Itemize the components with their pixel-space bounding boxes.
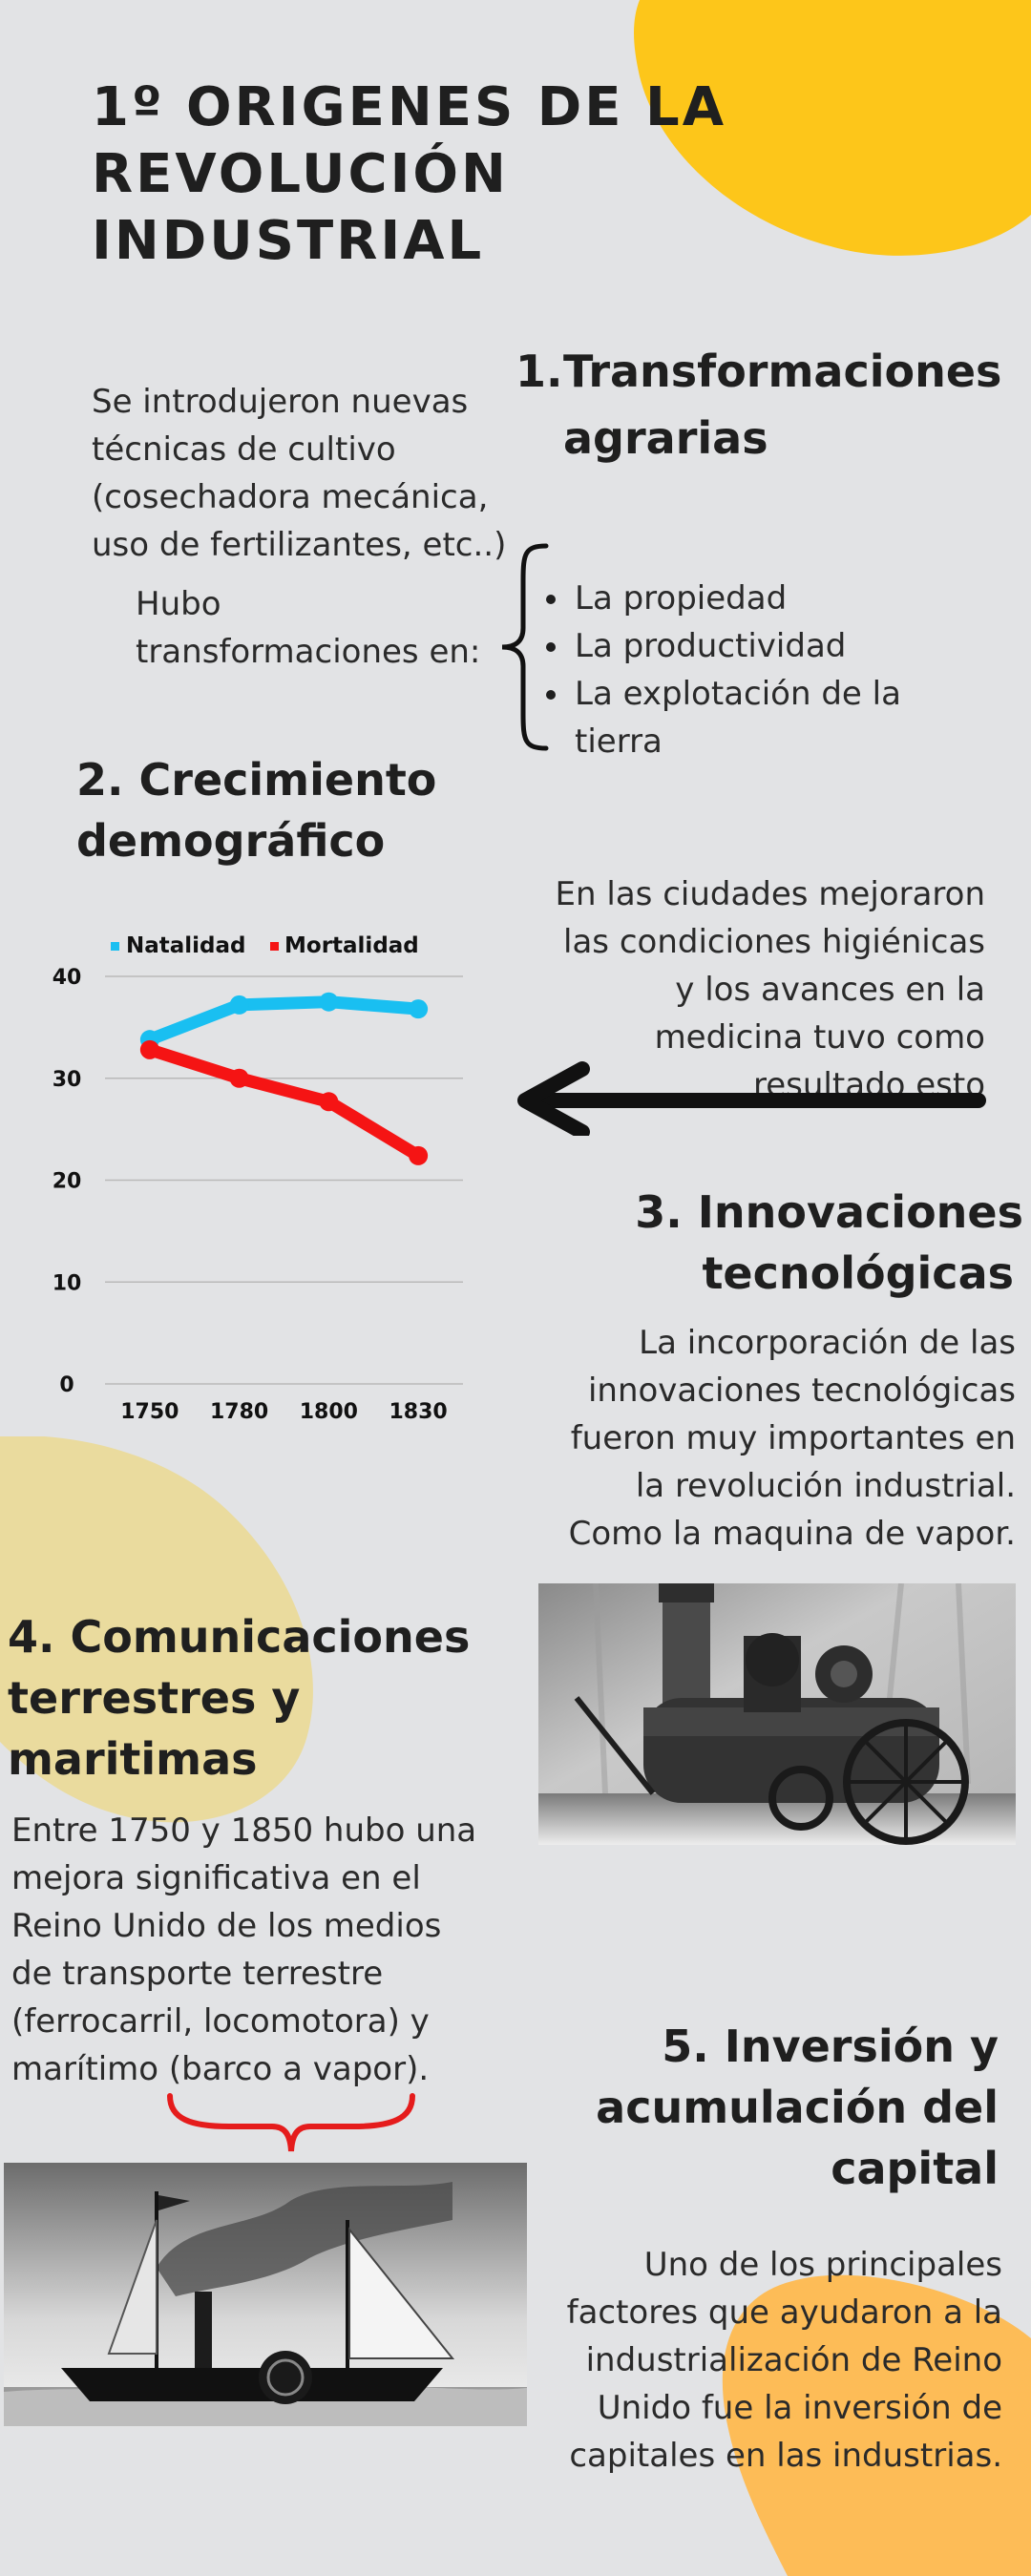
pale-yellow-blob xyxy=(0,1436,313,1823)
y-tick-label: 30 xyxy=(53,1068,82,1092)
section5-heading-line2: acumulación del xyxy=(596,2082,999,2133)
y-tick-label: 40 xyxy=(53,966,82,990)
section3-heading-line1: 3. Innovaciones xyxy=(635,1186,1023,1238)
page-title: 1º ORIGENES DE LA REVOLUCIÓN INDUSTRIAL xyxy=(92,76,727,272)
x-tick-label: 1750 xyxy=(120,1400,179,1424)
section4-heading-line3: maritimas xyxy=(8,1733,258,1785)
section1-lead: Hubo transformaciones en: xyxy=(136,580,498,676)
section1-heading-line1: Transformaciones xyxy=(563,346,1002,397)
data-point-mortalidad xyxy=(319,1092,339,1112)
section2-note: En las ciudades mejoraron las condicione… xyxy=(555,875,985,1104)
section4-heading: 4. Comunicaciones terrestres y maritimas xyxy=(8,1606,504,1790)
arrow-left-icon xyxy=(517,1061,986,1136)
curly-brace-icon xyxy=(501,543,549,751)
data-point-natalidad xyxy=(319,992,339,1012)
x-tick-label: 1830 xyxy=(389,1400,448,1424)
section5-heading-line1: 5. Inversión y xyxy=(662,2021,999,2072)
section1-lead-line2: transformaciones en: xyxy=(136,633,481,671)
section1-heading-line2: agrarias xyxy=(563,412,768,464)
y-tick-label: 0 xyxy=(59,1373,74,1397)
section5-heading-line3: capital xyxy=(831,2143,999,2194)
data-point-natalidad xyxy=(229,995,249,1015)
section4-text: Entre 1750 y 1850 hubo una mejora signif… xyxy=(11,1812,477,2088)
section5-text: Uno de los principales factores que ayud… xyxy=(566,2246,1002,2475)
y-tick-label: 10 xyxy=(53,1271,82,1295)
legend-label-natalidad: Natalidad xyxy=(126,933,246,958)
data-point-natalidad xyxy=(409,999,429,1019)
section2-heading: 2. Crecimiento demográfico xyxy=(76,749,535,871)
section1-heading: 1. Transformaciones agrarias xyxy=(516,338,1021,471)
x-tick-label: 1780 xyxy=(210,1400,268,1424)
x-tick-label: 1800 xyxy=(300,1400,358,1424)
section3-heading: 3. Innovaciones tecnológicas xyxy=(535,1182,1023,1304)
section1-lead-line1: Hubo xyxy=(136,585,221,623)
red-brace-icon xyxy=(167,2093,415,2152)
list-item: La explotación de la tierra xyxy=(540,670,941,765)
data-point-mortalidad xyxy=(229,1068,249,1088)
data-point-mortalidad xyxy=(409,1145,429,1165)
legend-swatch-natalidad xyxy=(111,942,119,951)
section3-heading-line2: tecnológicas xyxy=(702,1247,1014,1299)
section2-heading-line2: demográfico xyxy=(76,815,386,867)
section3-text: La incorporación de las innovaciones tec… xyxy=(568,1324,1016,1553)
yellow-blob xyxy=(634,0,1031,256)
chart-legend: Natalidad Mortalidad xyxy=(111,933,419,958)
list-item: La propiedad xyxy=(540,575,941,622)
section2-heading-line1: 2. Crecimiento xyxy=(76,754,437,806)
section5-heading: 5. Inversión y acumulación del capital xyxy=(535,2016,999,2199)
section4-heading-line1: 4. Comunicaciones xyxy=(8,1611,471,1663)
legend-swatch-mortalidad xyxy=(270,942,279,951)
population-chart: Natalidad Mortalidad 0 10 20 30 40 1750 1780 1… xyxy=(53,933,463,1424)
section1-number: 1. xyxy=(516,346,563,397)
list-item: La productividad xyxy=(540,622,941,670)
series-line-natalidad xyxy=(143,995,425,1046)
legend-label-mortalidad: Mortalidad xyxy=(284,933,419,958)
section1-list: La propiedad La productividad La explota… xyxy=(540,575,941,765)
y-tick-label: 20 xyxy=(53,1170,82,1194)
data-point-mortalidad xyxy=(139,1039,159,1059)
section4-heading-line2: terrestres y xyxy=(8,1672,301,1724)
steam-engine-photo xyxy=(538,1583,1016,1845)
section1-intro: Se introdujeron nuevas técnicas de culti… xyxy=(92,383,507,564)
series-line-mortalidad xyxy=(143,1043,425,1162)
steamship-photo xyxy=(4,2163,527,2426)
orange-blob xyxy=(722,2274,1031,2576)
